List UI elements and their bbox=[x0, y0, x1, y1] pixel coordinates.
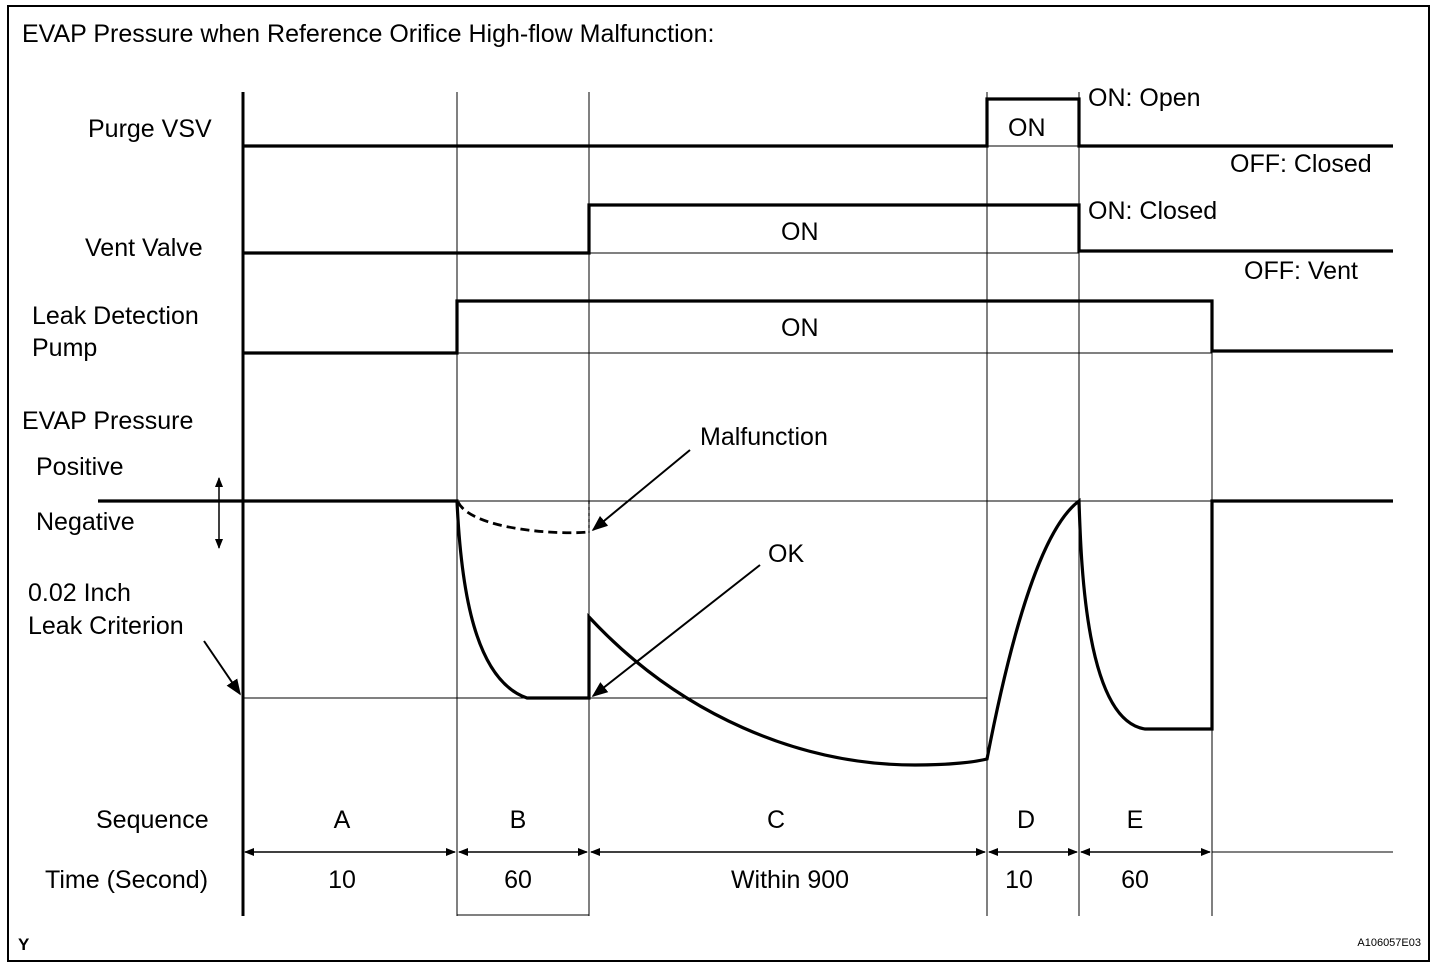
negative-label: Negative bbox=[36, 508, 135, 536]
phase-dividers bbox=[241, 92, 1213, 916]
purge-vsv-signal bbox=[243, 97, 1393, 148]
vent-valve-signal bbox=[243, 203, 1393, 255]
leak-pump-signal bbox=[243, 299, 1393, 355]
malfunction-curve bbox=[456, 501, 589, 535]
criterion-label-line1: 0.02 Inch bbox=[28, 579, 131, 607]
time-step-c: Within 900 bbox=[731, 866, 849, 894]
ok-label: OK bbox=[768, 540, 804, 568]
vent-valve-off-state: OFF: Vent bbox=[1244, 257, 1358, 285]
evap-pressure-curve bbox=[98, 497, 1393, 767]
diagram-title: EVAP Pressure when Reference Orifice Hig… bbox=[22, 20, 714, 48]
leak-pump-label-line2: Pump bbox=[32, 334, 97, 362]
sequence-step-e: E bbox=[1127, 806, 1144, 834]
evap-pressure-label: EVAP Pressure bbox=[22, 407, 193, 435]
vent-valve-label: Vent Valve bbox=[85, 234, 203, 262]
leak-pump-pulse-label: ON bbox=[781, 314, 819, 342]
sequence-step-c: C bbox=[767, 806, 785, 834]
malfunction-pointer-arrow bbox=[591, 449, 691, 532]
time-step-d: 10 bbox=[1005, 866, 1033, 894]
vent-valve-on-state: ON: Closed bbox=[1088, 197, 1217, 225]
time-step-a: 10 bbox=[328, 866, 356, 894]
purge-vsv-label: Purge VSV bbox=[88, 115, 212, 143]
leak-pump-label-line1: Leak Detection bbox=[32, 302, 199, 330]
purge-vsv-off-state: OFF: Closed bbox=[1230, 150, 1372, 178]
malfunction-label: Malfunction bbox=[700, 423, 828, 451]
sequence-step-b: B bbox=[510, 806, 527, 834]
criterion-label-line2: Leak Criterion bbox=[28, 612, 184, 640]
vent-valve-pulse-label: ON bbox=[781, 218, 819, 246]
purge-vsv-on-state: ON: Open bbox=[1088, 84, 1201, 112]
sequence-step-d: D bbox=[1017, 806, 1035, 834]
time-label: Time (Second) bbox=[45, 866, 208, 894]
corner-label: Y bbox=[18, 935, 30, 954]
time-step-e: 60 bbox=[1121, 866, 1149, 894]
ok-pointer-arrow bbox=[591, 564, 761, 697]
purge-vsv-pulse-label: ON bbox=[1008, 114, 1046, 142]
criterion-pointer-arrow bbox=[203, 640, 241, 696]
sequence-step-a: A bbox=[334, 806, 351, 834]
diagram-frame bbox=[7, 5, 1430, 962]
figure-id: A106057E03 bbox=[1357, 937, 1421, 949]
positive-label: Positive bbox=[36, 453, 124, 481]
time-step-b: 60 bbox=[504, 866, 532, 894]
sequence-label: Sequence bbox=[96, 806, 209, 834]
